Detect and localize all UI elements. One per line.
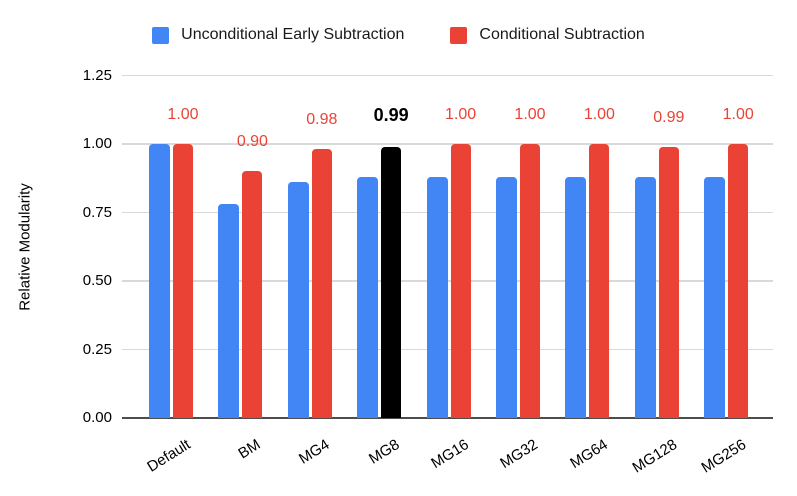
bar-value-label: 1.00 xyxy=(722,106,754,123)
x-axis-label-mg64: MG64 xyxy=(566,436,611,473)
x-axis-label-mg128: MG128 xyxy=(629,436,680,477)
y-tick-label: 0.50 xyxy=(82,272,112,289)
legend-swatch-blue-icon xyxy=(152,26,170,44)
bar-mg16-blue xyxy=(426,177,448,418)
bar-mg16-red xyxy=(450,144,471,418)
y-tick-label: 1.25 xyxy=(82,66,112,84)
y-tick-label: 0.00 xyxy=(82,409,112,426)
bar-mg8-red xyxy=(381,147,402,418)
legend-label: Unconditional Early Subtraction xyxy=(181,26,405,43)
bar-mg32-red xyxy=(520,144,540,418)
bar-mg256-blue xyxy=(704,177,726,418)
x-axis-label-mg32: MG32 xyxy=(497,436,542,473)
chart-legend: Unconditional Early Subtraction Conditio… xyxy=(0,26,797,44)
bar-default-red xyxy=(173,144,193,418)
y-axis-title: Relative Modularity xyxy=(16,183,34,311)
y-tick-label: 0.75 xyxy=(82,203,112,221)
x-axis-label-mg8: MG8 xyxy=(365,436,403,468)
x-axis-label-mg4: MG4 xyxy=(296,436,333,468)
bar-mg64-red xyxy=(589,144,610,418)
legend-label: Conditional Subtraction xyxy=(479,26,645,43)
x-axis-line xyxy=(122,417,773,419)
bar-mg256-red xyxy=(728,144,749,418)
legend-swatch-red-icon xyxy=(450,26,468,44)
bar-value-label: 1.00 xyxy=(167,106,199,123)
bar-mg32-blue xyxy=(496,177,517,418)
bar-mg8-blue xyxy=(357,177,379,418)
gridline xyxy=(122,143,773,145)
bar-mg128-blue xyxy=(634,177,656,418)
bar-mg64-blue xyxy=(565,177,587,418)
x-axis-label-mg256: MG256 xyxy=(698,436,750,477)
x-axis-label-bm: BM xyxy=(235,436,264,463)
bar-mg4-red xyxy=(311,149,332,418)
x-axis-label-mg16: MG16 xyxy=(427,436,472,473)
bar-bm-red xyxy=(242,171,263,418)
y-tick-label: 1.00 xyxy=(82,135,112,152)
bar-value-label: 0.98 xyxy=(306,111,338,128)
gridline xyxy=(122,74,773,77)
bar-mg128-red xyxy=(658,147,679,418)
bar-value-label: 1.00 xyxy=(583,106,615,123)
bar-mg4-blue xyxy=(287,182,309,418)
bar-default-blue xyxy=(149,144,170,418)
y-tick-label: 0.25 xyxy=(82,340,112,358)
x-axis-label-default: Default xyxy=(144,436,195,476)
bar-value-label: 0.99 xyxy=(373,105,409,125)
bar-value-label: 0.90 xyxy=(236,133,268,150)
bar-value-label: 1.00 xyxy=(445,106,477,123)
legend-item-conditional: Conditional Subtraction xyxy=(450,26,645,44)
legend-item-unconditional: Unconditional Early Subtraction xyxy=(152,26,404,44)
bar-bm-blue xyxy=(218,204,240,418)
bar-value-label: 0.99 xyxy=(653,109,685,126)
bar-value-label: 1.00 xyxy=(514,106,546,123)
